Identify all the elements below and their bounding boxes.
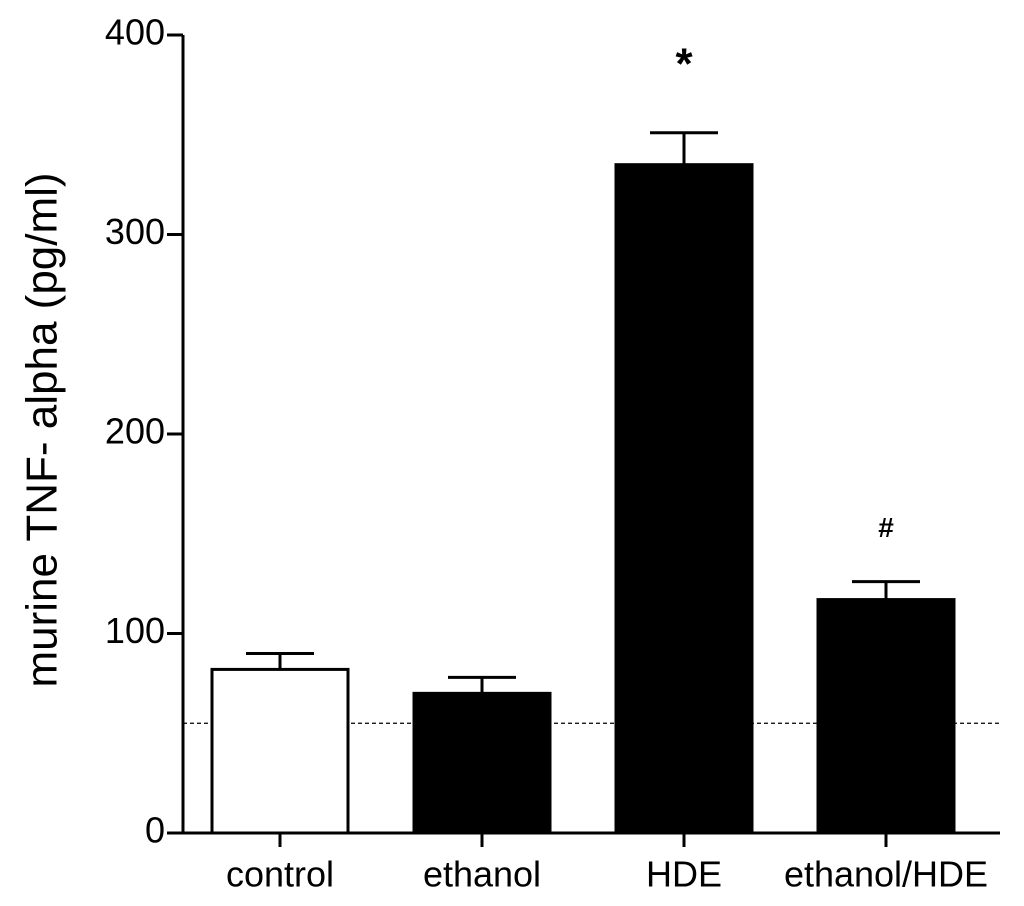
bar bbox=[614, 163, 754, 835]
y-tick-label: 200 bbox=[105, 411, 165, 452]
bar bbox=[816, 598, 956, 835]
annotation: * bbox=[675, 39, 693, 88]
y-tick-label: 400 bbox=[105, 12, 165, 53]
x-tick-label: ethanol/HDE bbox=[784, 854, 988, 895]
y-tick-label: 300 bbox=[105, 211, 165, 252]
x-tick-label: HDE bbox=[646, 854, 722, 895]
annotation: # bbox=[878, 512, 894, 543]
y-axis-label: murine TNF- alpha (pg/ml) bbox=[18, 172, 67, 687]
y-tick-label: 100 bbox=[105, 610, 165, 651]
x-tick-label: ethanol bbox=[423, 854, 541, 895]
x-tick-label: control bbox=[226, 854, 334, 895]
bar bbox=[210, 667, 350, 835]
bar bbox=[412, 691, 552, 835]
y-tick-label: 0 bbox=[145, 810, 165, 851]
